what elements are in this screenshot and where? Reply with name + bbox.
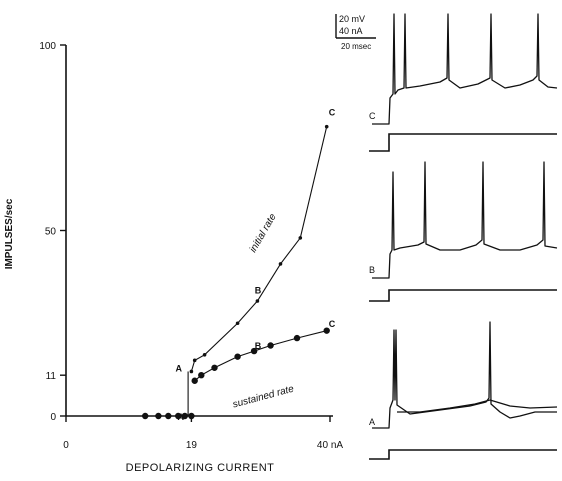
point-label: B (255, 286, 262, 296)
trace-b: B (369, 161, 558, 302)
point-labels: A A B C B C (176, 107, 336, 422)
scale-label-voltage: 20 mV (339, 14, 365, 24)
data-point (155, 412, 162, 420)
scale-label-current: 40 nA (339, 26, 363, 36)
scale-label-time: 20 msec (341, 42, 371, 51)
series-line-1 (194, 330, 327, 382)
data-point (189, 369, 194, 374)
data-point (142, 412, 149, 420)
voltage-trace-c (372, 13, 558, 125)
data-point (250, 347, 258, 355)
y-tick-label: 0 (50, 412, 56, 423)
series-label-initial-rate: initial rate (248, 212, 279, 255)
data-point (181, 412, 188, 420)
x-ticks: 0 19 40 nA (63, 416, 343, 451)
trace-label-c: C (369, 111, 376, 121)
plot-area (142, 124, 330, 420)
data-point (234, 353, 241, 360)
trace-label-a: A (369, 417, 375, 427)
current-step-c (369, 133, 557, 152)
data-point (278, 262, 283, 266)
data-point (255, 299, 260, 303)
point-label: C (329, 319, 336, 329)
y-tick-label: 50 (45, 227, 57, 238)
x-axis-label: DEPOLARIZING CURRENT (126, 462, 275, 474)
trace-c: C (369, 13, 558, 152)
data-point (235, 321, 240, 326)
data-point (298, 236, 303, 240)
data-point (188, 412, 195, 420)
x-tick-label: 40 nA (317, 440, 343, 451)
y-ticks: 0 11 50 100 (39, 41, 66, 423)
point-label: B (255, 341, 262, 351)
current-step-a (369, 449, 557, 460)
series-line-0 (190, 126, 328, 372)
data-point (191, 377, 198, 384)
voltage-trace-a (372, 321, 557, 429)
point-label: A (176, 363, 183, 373)
data-point (323, 327, 330, 334)
voltage-trace-a-overlay (397, 399, 558, 413)
data-point (267, 342, 274, 349)
data-point (324, 124, 329, 129)
point-label: C (329, 107, 336, 117)
series-labels: initial rate sustained rate (232, 212, 296, 411)
point-label: A (178, 412, 185, 422)
current-step-b (369, 289, 557, 302)
trace-label-b: B (369, 265, 375, 275)
data-point (165, 412, 172, 420)
data-point (211, 364, 218, 371)
y-tick-label: 11 (46, 371, 57, 382)
data-point (175, 412, 182, 420)
voltage-trace-b (372, 161, 558, 279)
x-tick-label: 0 (63, 440, 69, 451)
y-tick-label: 100 (39, 41, 56, 52)
data-point (202, 352, 207, 357)
data-point (192, 358, 197, 363)
traces-panel: 20 mV 40 nA 20 msec C B A (335, 13, 558, 460)
data-point (293, 334, 301, 342)
data-point (198, 371, 205, 379)
trace-a: A (369, 321, 558, 460)
series-label-sustained-rate: sustained rate (232, 383, 296, 410)
y-axis-label: IMPULSES/sec (4, 198, 15, 269)
scale-bar: 20 mV 40 nA 20 msec (335, 14, 376, 51)
x-tick-label: 19 (186, 440, 198, 451)
